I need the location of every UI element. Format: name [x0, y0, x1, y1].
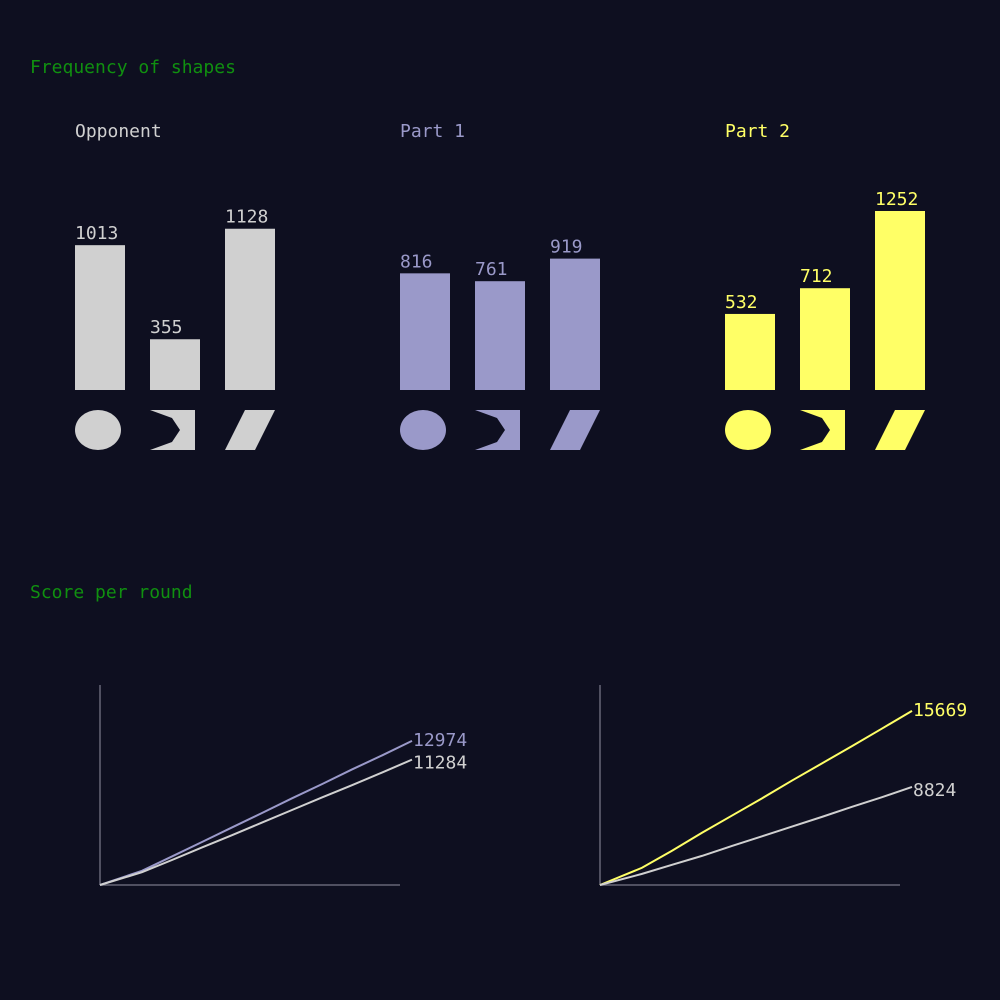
opponent-chart-title: Opponent [75, 121, 162, 142]
part1-chart-title: Part 1 [400, 121, 466, 142]
part1-bar-chevron [475, 281, 525, 390]
opponent-score-line [99, 758, 413, 886]
opponent-score-end-label: 8824 [913, 780, 956, 801]
opponent-bar-label-chevron: 355 [150, 317, 183, 338]
part2-score-line [599, 710, 913, 886]
opponent-score-line [599, 786, 913, 886]
opponent-bar-chevron [150, 339, 200, 390]
part1-bar-circle [400, 273, 450, 390]
chevron-icon [475, 410, 520, 450]
part2-bar-parallelogram [875, 211, 925, 390]
opponent-bar-label-circle: 1013 [75, 223, 118, 244]
circle-icon [75, 410, 121, 450]
part2-bar-label-circle: 532 [725, 292, 758, 313]
opponent-bar-parallelogram [225, 228, 275, 390]
part2-bar-chevron [800, 288, 850, 390]
part1-bar-label-parallelogram: 919 [550, 237, 583, 258]
opponent-bar-circle [75, 245, 125, 390]
circle-icon [725, 410, 771, 450]
parallelogram-icon [225, 410, 275, 450]
circle-icon [400, 410, 446, 450]
part1-bar-label-chevron: 761 [475, 259, 508, 280]
part1-score-end-label: 12974 [413, 730, 467, 751]
part1-score-line [99, 739, 413, 886]
frequency-section-title: Frequency of shapes [30, 57, 236, 78]
part1-bar-parallelogram [550, 258, 600, 390]
parallelogram-icon [875, 410, 925, 450]
chevron-icon [150, 410, 195, 450]
part2-chart-title: Part 2 [725, 121, 791, 142]
opponent-bar-label-parallelogram: 1128 [225, 207, 268, 228]
chevron-icon [800, 410, 845, 450]
part2-bar-circle [725, 313, 775, 390]
part2-bar-label-chevron: 712 [800, 266, 833, 287]
part2-bar-label-parallelogram: 1252 [875, 189, 918, 210]
part2-score-end-label: 15669 [913, 700, 967, 721]
opponent-score-end-label: 11284 [413, 753, 467, 774]
part1-bar-label-circle: 816 [400, 251, 433, 272]
score-section-title: Score per round [30, 582, 193, 603]
parallelogram-icon [550, 410, 600, 450]
